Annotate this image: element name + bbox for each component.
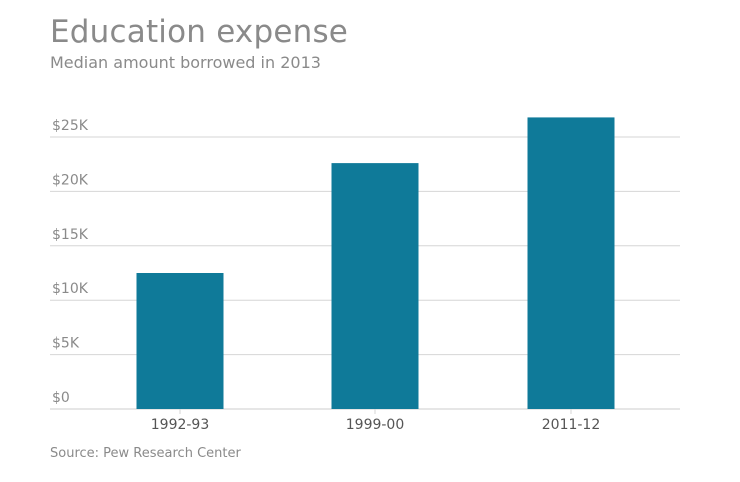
bar-2011-12 — [527, 117, 615, 409]
source-note: Source: Pew Research Center — [50, 446, 241, 461]
y-tick-label: $20K — [52, 172, 89, 188]
y-tick-label: $25K — [52, 118, 89, 134]
x-tick-label: 1999-00 — [346, 417, 405, 433]
y-tick-label: $0 — [52, 390, 70, 406]
y-tick-label: $10K — [52, 281, 89, 297]
x-tick-label: 2011-12 — [542, 417, 601, 433]
bar-1992-93 — [136, 273, 224, 409]
y-tick-label: $5K — [52, 336, 80, 352]
y-tick-label: $15K — [52, 227, 89, 243]
bar-1999-00 — [331, 163, 419, 409]
bars — [136, 117, 615, 409]
y-axis-ticks: $0 $5K $10K $15K $20K $25K — [52, 118, 89, 406]
chart-subtitle: Median amount borrowed in 2013 — [50, 53, 321, 72]
x-tick-label: 1992-93 — [151, 417, 210, 433]
chart-title: Education expense — [50, 14, 349, 50]
x-axis-ticks: 1992-93 1999-00 2011-12 — [151, 409, 601, 433]
